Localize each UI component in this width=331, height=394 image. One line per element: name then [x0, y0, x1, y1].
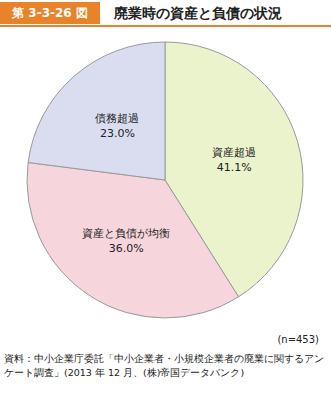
- svg-text:債務超過: 債務超過: [95, 112, 139, 125]
- html-text:廃業時の資産と負債の状況: 廃業時の資産と負債の状況: [114, 5, 282, 21]
- html-text:資料：中小企業庁委託「中小企業者・小規模企業者の廃業に関する: 資料：中小企業庁委託「中小企業者・小規模企業者の廃業に関するアンケート調査」(2…: [4, 353, 324, 378]
- svg-text:36.0%: 36.0%: [109, 242, 144, 255]
- svg-text:資産超過: 資産超過: [212, 146, 256, 159]
- html-text:第 3-3-26 図: 第 3-3-26 図: [12, 6, 88, 20]
- svg-text:資産と負債が均衡: 資産と負債が均衡: [82, 227, 170, 240]
- html-text:(n=453): (n=453): [277, 334, 319, 345]
- svg-text:41.1%: 41.1%: [217, 161, 252, 174]
- svg-text:23.0%: 23.0%: [100, 127, 135, 140]
